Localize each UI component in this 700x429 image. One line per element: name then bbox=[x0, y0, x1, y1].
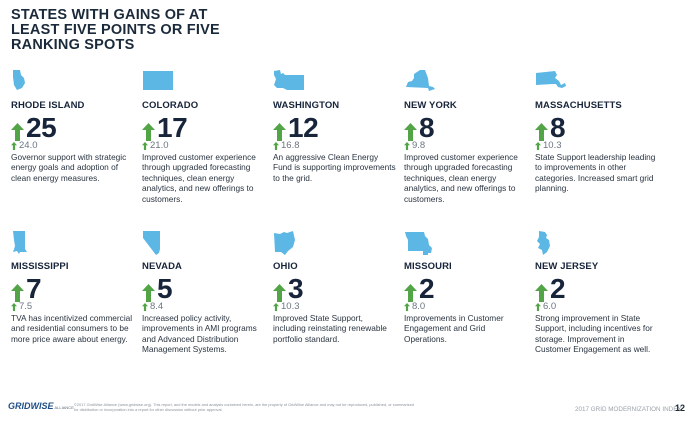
state-description: Improved State Support, including reinst… bbox=[273, 313, 387, 344]
up-arrow-icon bbox=[404, 284, 417, 302]
score-gain-value: 8.0 bbox=[412, 301, 426, 312]
state-description: Improved customer experience through upg… bbox=[404, 152, 518, 204]
rank-gain: 8 bbox=[404, 112, 435, 143]
rank-gain-value: 8 bbox=[550, 112, 566, 143]
score-gain-value: 24.0 bbox=[19, 140, 38, 151]
logo-subtext: ALLIANCE bbox=[54, 405, 74, 410]
score-gain: 7.5 bbox=[11, 302, 32, 312]
rank-gain-value: 2 bbox=[419, 273, 435, 304]
rank-gain: 7 bbox=[11, 273, 42, 304]
state-name: WASHINGTON bbox=[273, 100, 340, 111]
page-title: STATES WITH GAINS OF AT LEAST FIVE POINT… bbox=[11, 7, 220, 53]
report-name: 2017 GRID MODERNIZATION INDEX bbox=[575, 406, 682, 413]
missouri-map-icon bbox=[404, 230, 434, 256]
state-description: An aggressive Clean Energy Fund is suppo… bbox=[273, 152, 396, 183]
state-name: MISSISSIPPI bbox=[11, 261, 69, 272]
small-up-arrow-icon bbox=[273, 142, 279, 150]
rank-gain: 12 bbox=[273, 112, 319, 143]
small-up-arrow-icon bbox=[404, 303, 410, 311]
small-up-arrow-icon bbox=[11, 303, 17, 311]
score-gain: 8.4 bbox=[142, 302, 163, 312]
logo-text: GRIDWISE bbox=[8, 401, 54, 411]
rank-gain: 5 bbox=[142, 273, 173, 304]
score-gain: 24.0 bbox=[11, 141, 38, 151]
score-gain-value: 6.0 bbox=[543, 301, 557, 312]
rank-gain: 25 bbox=[11, 112, 57, 143]
new-jersey-map-icon bbox=[535, 230, 553, 256]
small-up-arrow-icon bbox=[142, 142, 148, 150]
small-up-arrow-icon bbox=[404, 142, 410, 150]
gridwise-logo: GRIDWISEALLIANCE bbox=[8, 401, 74, 415]
score-gain: 21.0 bbox=[142, 141, 169, 151]
rank-gain-value: 8 bbox=[419, 112, 435, 143]
up-arrow-icon bbox=[535, 284, 548, 302]
score-gain-value: 21.0 bbox=[150, 140, 169, 151]
up-arrow-icon bbox=[142, 284, 155, 302]
rank-gain-value: 2 bbox=[550, 273, 566, 304]
rank-gain: 17 bbox=[142, 112, 188, 143]
state-name: NEVADA bbox=[142, 261, 183, 272]
ohio-map-icon bbox=[273, 230, 297, 256]
score-gain: 6.0 bbox=[535, 302, 556, 312]
new-york-map-icon bbox=[404, 69, 436, 93]
state-name: RHODE ISLAND bbox=[11, 100, 85, 111]
score-gain-value: 7.5 bbox=[19, 301, 33, 312]
score-gain-value: 9.8 bbox=[412, 140, 426, 151]
score-gain: 9.8 bbox=[404, 141, 425, 151]
mississippi-map-icon bbox=[11, 230, 29, 254]
rank-gain-value: 7 bbox=[26, 273, 42, 304]
state-name: OHIO bbox=[273, 261, 298, 272]
up-arrow-icon bbox=[273, 123, 286, 141]
state-description: Governor support with strategic energy g… bbox=[11, 152, 127, 183]
up-arrow-icon bbox=[11, 123, 24, 141]
small-up-arrow-icon bbox=[273, 303, 279, 311]
up-arrow-icon bbox=[404, 123, 417, 141]
up-arrow-icon bbox=[142, 123, 155, 141]
page-number: 12 bbox=[675, 403, 686, 413]
state-description: Improved customer experience through upg… bbox=[142, 152, 256, 204]
state-description: TVA has incentivized commercial and resi… bbox=[11, 313, 133, 344]
score-gain: 16.8 bbox=[273, 141, 300, 151]
rank-gain-value: 25 bbox=[26, 112, 57, 143]
up-arrow-icon bbox=[273, 284, 286, 302]
state-description: Improvements in Customer Engagement and … bbox=[404, 313, 504, 344]
small-up-arrow-icon bbox=[142, 303, 148, 311]
up-arrow-icon bbox=[11, 284, 24, 302]
rank-gain: 2 bbox=[535, 273, 566, 304]
state-name: NEW YORK bbox=[404, 100, 457, 111]
score-gain-value: 10.3 bbox=[543, 140, 562, 151]
small-up-arrow-icon bbox=[11, 142, 17, 150]
score-gain-value: 10.3 bbox=[281, 301, 300, 312]
up-arrow-icon bbox=[535, 123, 548, 141]
state-description: State Support leadership leading to impr… bbox=[535, 152, 656, 194]
rank-gain-value: 17 bbox=[157, 112, 188, 143]
score-gain: 10.3 bbox=[273, 302, 300, 312]
score-gain-value: 16.8 bbox=[281, 140, 300, 151]
rank-gain: 3 bbox=[273, 273, 304, 304]
rank-gain: 8 bbox=[535, 112, 566, 143]
copyright-notice: ©2017 GridWise Alliance (www.gridwise.or… bbox=[74, 402, 414, 413]
state-name: MASSACHUSETTS bbox=[535, 100, 622, 111]
washington-map-icon bbox=[273, 69, 305, 91]
score-gain: 10.3 bbox=[535, 141, 562, 151]
nevada-map-icon bbox=[142, 230, 166, 256]
rank-gain-value: 3 bbox=[288, 273, 304, 304]
small-up-arrow-icon bbox=[535, 142, 541, 150]
score-gain: 8.0 bbox=[404, 302, 425, 312]
state-name: NEW JERSEY bbox=[535, 261, 599, 272]
state-description: Increased policy activity, improvements … bbox=[142, 313, 257, 355]
state-description: Strong improvement in State Support, inc… bbox=[535, 313, 653, 355]
rhode-island-map-icon bbox=[11, 69, 27, 91]
score-gain-value: 8.4 bbox=[150, 301, 164, 312]
rank-gain-value: 5 bbox=[157, 273, 173, 304]
small-up-arrow-icon bbox=[535, 303, 541, 311]
colorado-map-icon bbox=[142, 69, 174, 91]
state-name: COLORADO bbox=[142, 100, 199, 111]
rank-gain: 2 bbox=[404, 273, 435, 304]
massachusetts-map-icon bbox=[535, 69, 567, 91]
rank-gain-value: 12 bbox=[288, 112, 319, 143]
state-name: MISSOURI bbox=[404, 261, 452, 272]
